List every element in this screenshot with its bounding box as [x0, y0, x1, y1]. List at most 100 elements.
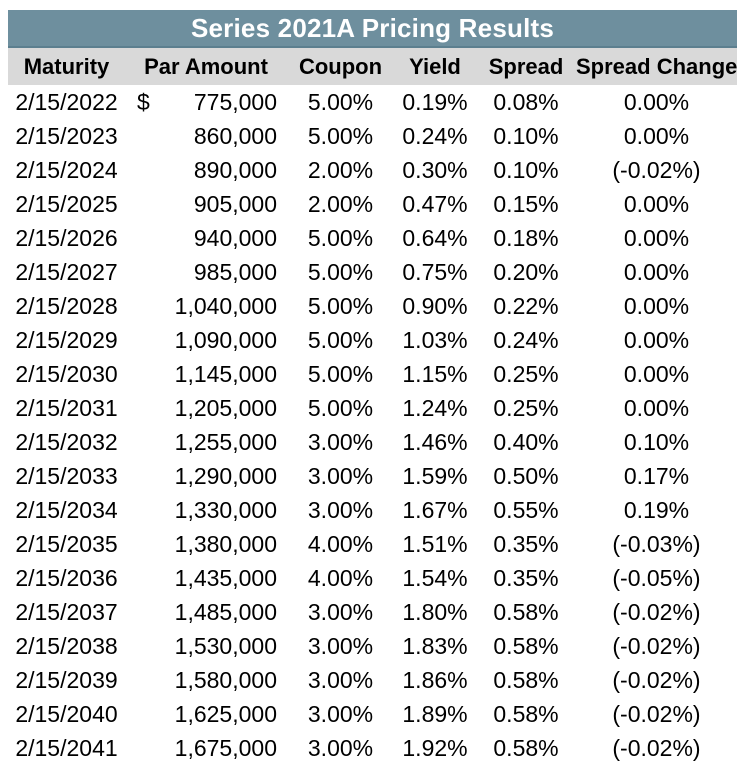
spread-change-cell: 0.00% [623, 292, 690, 319]
yield-cell: 1.46% [402, 428, 468, 455]
par-amount-cell: 940,000 [125, 225, 287, 252]
spread-cell: 0.10% [493, 122, 559, 149]
table-row: 2/15/2024 890,000 2.00% 0.30% 0.10% (-0.02%) [8, 153, 737, 187]
yield-cell: 0.19% [402, 88, 468, 115]
coupon-cell: 2.00% [307, 190, 374, 217]
spread-cell: 0.22% [493, 292, 559, 319]
par-amount-cell: 1,330,000 [125, 497, 287, 524]
par-amount-value: 1,625,000 [174, 700, 277, 727]
table-row: 2/15/2027 985,000 5.00% 0.75% 0.20% 0.00% [8, 255, 737, 289]
table-row: 2/15/2025 905,000 2.00% 0.47% 0.15% 0.00% [8, 187, 737, 221]
spread-change-cell: (-0.02%) [612, 734, 701, 761]
coupon-cell: 3.00% [307, 734, 374, 761]
par-amount-value: 775,000 [193, 88, 277, 115]
maturity-cell: 2/15/2024 [15, 156, 118, 183]
column-header-yield: Yield [409, 53, 461, 79]
spread-change-cell: 0.00% [623, 360, 690, 387]
spread-change-cell: 0.00% [623, 394, 690, 421]
spread-cell: 0.58% [493, 666, 559, 693]
table-row: 2/15/2022 $775,000 5.00% 0.19% 0.08% 0.00% [8, 85, 737, 119]
coupon-cell: 5.00% [307, 224, 374, 251]
par-amount-value: 1,435,000 [174, 564, 277, 591]
spread-change-cell: (-0.02%) [612, 156, 701, 183]
spread-change-cell: (-0.02%) [612, 700, 701, 727]
currency-symbol: $ [137, 88, 150, 115]
par-amount-cell: 1,145,000 [125, 361, 287, 388]
yield-cell: 1.92% [402, 734, 468, 761]
coupon-cell: 3.00% [307, 428, 374, 455]
yield-cell: 1.67% [402, 496, 468, 523]
maturity-cell: 2/15/2030 [15, 360, 118, 387]
par-amount-cell: 1,435,000 [125, 565, 287, 592]
par-amount-value: 1,040,000 [174, 292, 277, 319]
par-amount-cell: 860,000 [125, 123, 287, 150]
par-amount-cell: 1,380,000 [125, 531, 287, 558]
spread-cell: 0.58% [493, 632, 559, 659]
coupon-cell: 3.00% [307, 700, 374, 727]
par-amount-value: 905,000 [193, 190, 277, 217]
yield-cell: 1.54% [402, 564, 468, 591]
maturity-cell: 2/15/2037 [15, 598, 118, 625]
par-amount-value: 1,090,000 [174, 326, 277, 353]
yield-cell: 1.24% [402, 394, 468, 421]
par-amount-cell: 1,530,000 [125, 633, 287, 660]
table-row: 2/15/2032 1,255,000 3.00% 1.46% 0.40% 0.10% [8, 425, 737, 459]
par-amount-cell: $775,000 [125, 89, 287, 116]
yield-cell: 1.86% [402, 666, 468, 693]
spread-change-cell: (-0.05%) [612, 564, 701, 591]
spread-cell: 0.50% [493, 462, 559, 489]
maturity-cell: 2/15/2039 [15, 666, 118, 693]
yield-cell: 1.15% [402, 360, 468, 387]
coupon-cell: 3.00% [307, 462, 374, 489]
par-amount-cell: 1,290,000 [125, 463, 287, 490]
maturity-cell: 2/15/2033 [15, 462, 118, 489]
table-header-row: Maturity Par Amount Coupon Yield Spread Sprea… [8, 48, 737, 85]
par-amount-value: 985,000 [193, 258, 277, 285]
spread-cell: 0.58% [493, 734, 559, 761]
table-row: 2/15/2023 860,000 5.00% 0.24% 0.10% 0.00% [8, 119, 737, 153]
yield-cell: 1.80% [402, 598, 468, 625]
maturity-cell: 2/15/2041 [15, 734, 118, 761]
spread-cell: 0.58% [493, 700, 559, 727]
coupon-cell: 4.00% [307, 530, 374, 557]
maturity-cell: 2/15/2032 [15, 428, 118, 455]
maturity-cell: 2/15/2036 [15, 564, 118, 591]
column-header-spread-change: Spread Change [576, 53, 738, 79]
table-row: 2/15/2037 1,485,000 3.00% 1.80% 0.58% (-0.02%… [8, 595, 737, 629]
par-amount-cell: 1,255,000 [125, 429, 287, 456]
coupon-cell: 4.00% [307, 564, 374, 591]
spread-cell: 0.08% [493, 88, 559, 115]
maturity-cell: 2/15/2040 [15, 700, 118, 727]
column-header-maturity: Maturity [23, 53, 110, 79]
table-row: 2/15/2030 1,145,000 5.00% 1.15% 0.25% 0.00% [8, 357, 737, 391]
yield-cell: 0.90% [402, 292, 468, 319]
table-row: 2/15/2034 1,330,000 3.00% 1.67% 0.55% 0.19% [8, 493, 737, 527]
spread-cell: 0.55% [493, 496, 559, 523]
coupon-cell: 5.00% [307, 292, 374, 319]
yield-cell: 1.51% [402, 530, 468, 557]
maturity-cell: 2/15/2038 [15, 632, 118, 659]
table-row: 2/15/2033 1,290,000 3.00% 1.59% 0.50% 0.17% [8, 459, 737, 493]
maturity-cell: 2/15/2022 [15, 88, 118, 115]
yield-cell: 0.24% [402, 122, 468, 149]
table-title: Series 2021A Pricing Results [8, 10, 737, 48]
coupon-cell: 5.00% [307, 326, 374, 353]
table-row: 2/15/2038 1,530,000 3.00% 1.83% 0.58% (-0.02%… [8, 629, 737, 663]
maturity-cell: 2/15/2028 [15, 292, 118, 319]
par-amount-value: 1,290,000 [174, 462, 277, 489]
spread-change-cell: 0.00% [623, 326, 690, 353]
spread-cell: 0.10% [493, 156, 559, 183]
coupon-cell: 3.00% [307, 632, 374, 659]
yield-cell: 1.89% [402, 700, 468, 727]
yield-cell: 0.75% [402, 258, 468, 285]
maturity-cell: 2/15/2029 [15, 326, 118, 353]
yield-cell: 0.47% [402, 190, 468, 217]
par-amount-value: 1,580,000 [174, 666, 277, 693]
par-amount-cell: 890,000 [125, 157, 287, 184]
table-row: 2/15/2040 1,625,000 3.00% 1.89% 0.58% (-0.02%… [8, 697, 737, 731]
maturity-cell: 2/15/2034 [15, 496, 118, 523]
coupon-cell: 5.00% [307, 394, 374, 421]
maturity-cell: 2/15/2023 [15, 122, 118, 149]
pricing-results-table: Series 2021A Pricing Results Maturity Par… [8, 10, 737, 765]
spread-cell: 0.25% [493, 360, 559, 387]
